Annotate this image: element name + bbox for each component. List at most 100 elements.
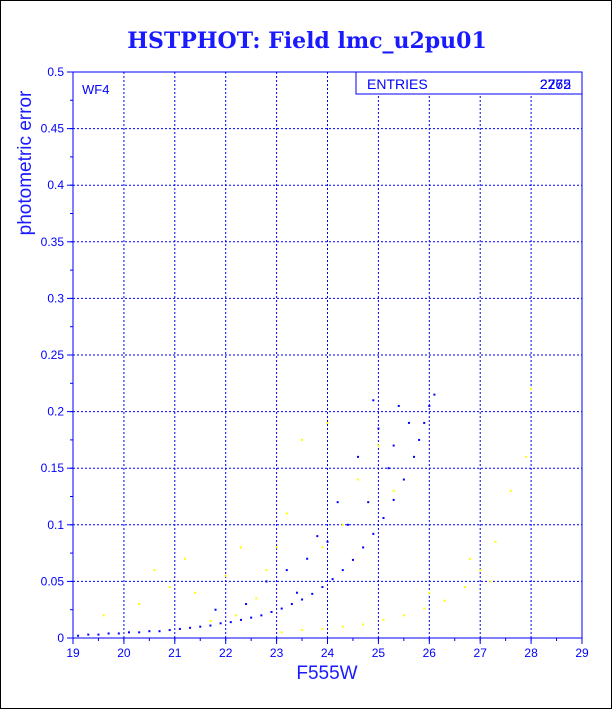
data-point: [239, 546, 242, 549]
data-point: [224, 574, 227, 577]
data-point: [509, 489, 512, 492]
points-layer: [77, 387, 533, 637]
y-tick-label: 0.4: [47, 178, 64, 192]
x-tick-label: 23: [270, 646, 284, 660]
data-point: [321, 586, 324, 589]
data-point: [331, 578, 334, 581]
data-point: [326, 540, 329, 543]
data-point: [402, 614, 405, 617]
data-point: [494, 540, 497, 543]
data-point: [290, 603, 293, 606]
data-point: [367, 501, 370, 504]
data-point: [102, 614, 105, 617]
data-point: [351, 558, 354, 561]
data-point: [433, 393, 436, 396]
data-point: [387, 467, 390, 470]
data-point: [525, 455, 528, 458]
data-point: [107, 632, 110, 635]
data-point: [341, 523, 344, 526]
y-tick-label: 0.15: [41, 461, 65, 475]
data-point: [260, 614, 263, 617]
data-point: [357, 455, 360, 458]
data-point: [255, 597, 258, 600]
x-tick-label: 26: [423, 646, 437, 660]
y-tick-label: 0.2: [47, 405, 64, 419]
data-point: [392, 444, 395, 447]
y-tick-label: 0: [57, 631, 64, 645]
data-point: [178, 627, 181, 630]
data-point: [382, 517, 385, 520]
data-point: [321, 546, 324, 549]
data-point: [428, 591, 431, 594]
data-point: [158, 630, 161, 633]
plot-area-border: [72, 71, 583, 639]
data-point: [402, 478, 405, 481]
x-tick-label: 20: [117, 646, 131, 660]
data-point: [341, 569, 344, 572]
data-point: [306, 557, 309, 560]
data-point: [245, 603, 248, 606]
data-point: [336, 501, 339, 504]
y-tick-label: 0.35: [41, 235, 65, 249]
y-tick-label: 0.5: [47, 65, 64, 79]
x-tick-label: 29: [575, 646, 589, 660]
data-point: [168, 586, 171, 589]
x-axis-label: F555W: [296, 663, 357, 684]
data-point: [372, 532, 375, 535]
data-point: [382, 618, 385, 621]
data-point: [489, 580, 492, 583]
data-point: [428, 404, 431, 407]
data-point: [377, 444, 380, 447]
data-point: [87, 633, 90, 636]
data-point: [97, 633, 100, 636]
data-point: [397, 404, 400, 407]
x-tick-label: 21: [168, 646, 182, 660]
data-point: [377, 427, 380, 430]
y-axis-label: photometric error: [15, 90, 36, 235]
data-point: [413, 455, 416, 458]
data-point: [234, 614, 237, 617]
data-point: [265, 580, 268, 583]
data-point: [168, 629, 171, 632]
stats-entries-value-2: 2262: [540, 76, 571, 92]
x-tick-label: 19: [66, 646, 80, 660]
data-point: [326, 421, 329, 424]
data-point: [183, 557, 186, 560]
stats-box: ENTRIES 2775 2262: [355, 71, 583, 95]
data-point: [239, 618, 242, 621]
x-tick-label: 22: [219, 646, 233, 660]
data-point: [270, 610, 273, 613]
data-point: [321, 627, 324, 630]
y-tick-label: 0.05: [41, 574, 65, 588]
data-point: [214, 608, 217, 611]
data-point: [295, 591, 298, 594]
data-point: [463, 586, 466, 589]
data-point: [209, 620, 212, 623]
y-tick-label: 0.45: [41, 122, 65, 136]
data-point: [362, 623, 365, 626]
x-tick-label: 25: [372, 646, 386, 660]
data-point: [479, 569, 482, 572]
data-point: [219, 622, 222, 625]
data-point: [189, 626, 192, 629]
y-tick-label: 0.25: [41, 348, 65, 362]
data-point: [153, 569, 156, 572]
y-tick-label: 0.1: [47, 518, 64, 532]
y-tick-label: 0.3: [47, 291, 64, 305]
data-point: [250, 616, 253, 619]
x-tick-label: 28: [524, 646, 538, 660]
data-point: [301, 629, 304, 632]
data-point: [423, 607, 426, 610]
data-point: [280, 631, 283, 634]
data-point: [285, 512, 288, 515]
stats-box-frame: [355, 71, 583, 95]
data-point: [418, 438, 421, 441]
data-point: [117, 632, 120, 635]
data-point: [194, 591, 197, 594]
data-point: [265, 569, 268, 572]
data-point: [311, 592, 314, 595]
data-point: [392, 489, 395, 492]
data-point: [357, 478, 360, 481]
